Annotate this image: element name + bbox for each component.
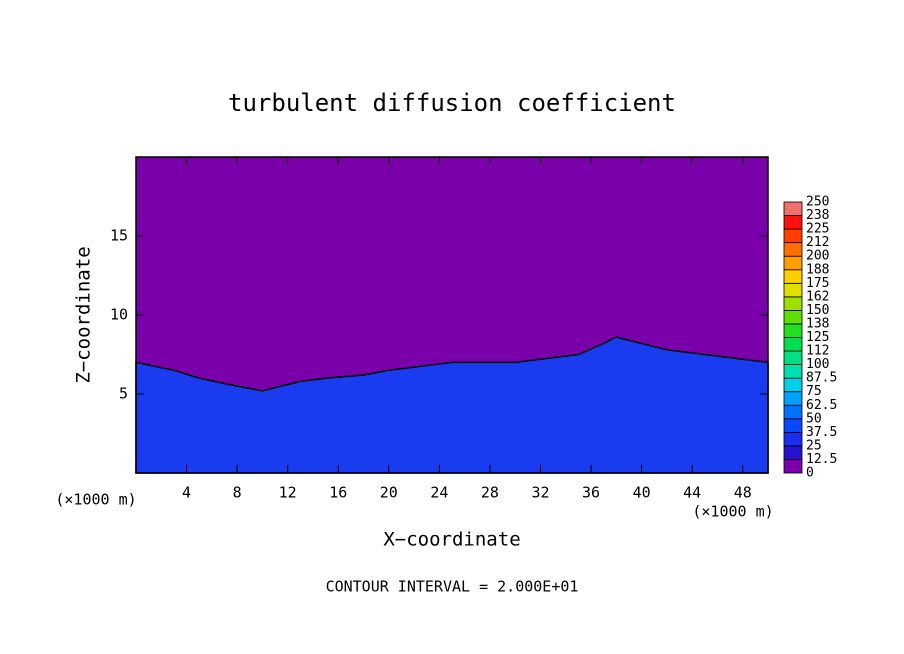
- colorbar-label: 138: [806, 316, 829, 331]
- colorbar-bin: [783, 459, 803, 474]
- colorbar-label: 225: [806, 222, 829, 237]
- colorbar-label: 150: [806, 303, 829, 318]
- colorbar-label: 212: [806, 235, 829, 250]
- colorbar-bin: [783, 404, 803, 420]
- x-unit-label: (×1000 m): [692, 503, 773, 521]
- colorbar-bin: [783, 418, 803, 433]
- x-tick-label: 4: [182, 484, 191, 502]
- chart-title: turbulent diffusion coefficient: [228, 89, 676, 117]
- x-tick-label: 32: [531, 484, 549, 502]
- colorbar-bin: [783, 296, 803, 311]
- x-tick-label: 44: [683, 484, 701, 502]
- colorbar-label: 12.5: [806, 452, 837, 467]
- colorbar-label: 162: [806, 289, 829, 304]
- colorbar-bin: [783, 201, 803, 216]
- y-tick-label: 5: [119, 385, 128, 403]
- colorbar-label: 62.5: [806, 398, 837, 413]
- colorbar-label: 37.5: [806, 425, 837, 440]
- colorbar-label: 188: [806, 262, 829, 277]
- x-tick-label: 40: [633, 484, 651, 502]
- footnote: CONTOUR INTERVAL = 2.000E+01: [326, 578, 579, 596]
- x-tick-label: 24: [430, 484, 448, 502]
- x-axis-label: X−coordinate: [383, 529, 520, 551]
- colorbar-bin: [783, 255, 803, 271]
- x-tick-label: 28: [481, 484, 499, 502]
- turbulent-layer: [135, 336, 769, 474]
- colorbar-bin: [783, 215, 803, 230]
- colorbar-label: 125: [806, 330, 829, 345]
- colorbar-label: 100: [806, 357, 829, 372]
- y-tick-label: 10: [110, 306, 128, 324]
- x-tick-label: 16: [329, 484, 347, 502]
- colorbar-label: 75: [806, 384, 822, 399]
- colorbar-bin: [783, 391, 803, 406]
- y-axis-label: Z−coordinate: [73, 246, 95, 383]
- x-tick-label: 8: [233, 484, 242, 502]
- colorbar-label: 112: [806, 344, 829, 359]
- colorbar-bin: [783, 228, 803, 244]
- x-tick-label: 48: [734, 484, 752, 502]
- y-tick-label: 15: [110, 227, 128, 245]
- colorbar-label: 50: [806, 411, 822, 426]
- colorbar-label: 250: [806, 195, 829, 210]
- x-tick-label: 12: [279, 484, 297, 502]
- colorbar-bin: [783, 364, 803, 379]
- x-unit-label: (×1000 m): [55, 491, 136, 509]
- colorbar-bin: [783, 323, 803, 338]
- colorbar-bin: [783, 282, 803, 298]
- colorbar-bin: [783, 309, 803, 325]
- colorbar-label: 87.5: [806, 371, 837, 386]
- colorbar-label: 238: [806, 208, 829, 223]
- colorbar-bin: [783, 350, 803, 365]
- colorbar-bin: [783, 377, 803, 393]
- x-tick-label: 36: [582, 484, 600, 502]
- colorbar-bin: [783, 431, 803, 447]
- x-tick-label: 20: [380, 484, 398, 502]
- colorbar-label: 25: [806, 438, 822, 453]
- colorbar-label: 175: [806, 276, 829, 291]
- colorbar-label: 200: [806, 249, 829, 264]
- colorbar-bin: [783, 242, 803, 257]
- colorbar-bin: [783, 337, 803, 352]
- colorbar-label: 0: [806, 466, 814, 481]
- colorbar-bin: [783, 445, 803, 460]
- colorbar-bin: [783, 269, 803, 284]
